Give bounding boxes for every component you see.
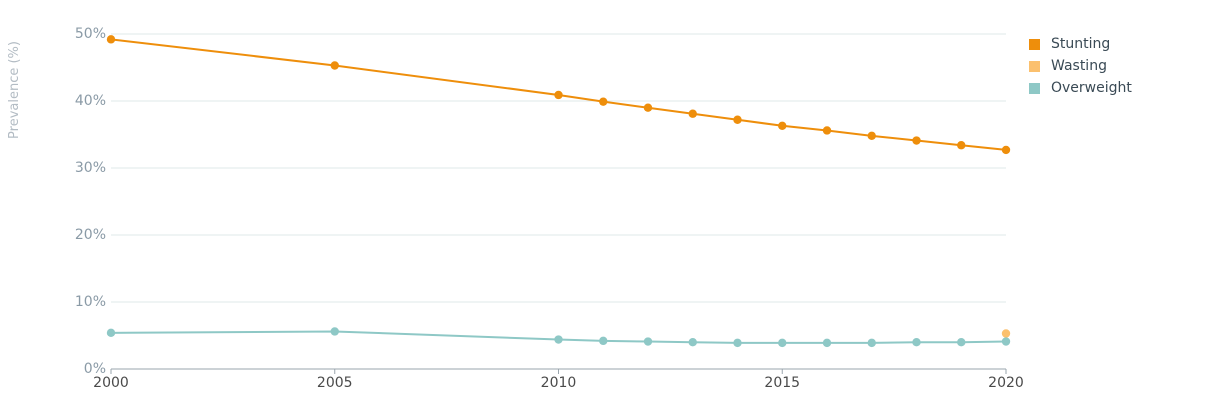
overweight-point[interactable] [643,337,653,346]
overweight-point[interactable] [822,338,832,348]
overweight-point[interactable] [733,338,742,348]
legend: Stunting Wasting Overweight [1029,33,1132,99]
legend-label: Overweight [1051,80,1132,96]
stunting-point[interactable] [733,115,742,124]
overweight-point[interactable] [1001,337,1011,346]
legend-item-wasting[interactable]: Wasting [1029,55,1132,77]
series-overweight [106,327,1011,348]
legend-label: Stunting [1051,36,1111,52]
stunting-point[interactable] [822,126,832,135]
overweight-point[interactable] [554,335,563,344]
stunting-point[interactable] [554,90,563,100]
x-axis: 2000 2005 2010 2015 2020 [93,368,1024,391]
y-tick-label: 20% [75,227,106,243]
x-tick-label: 2005 [317,375,353,391]
wasting-point[interactable] [1001,329,1011,338]
x-tick-label: 2000 [93,375,129,391]
x-tick-label: 2020 [988,375,1024,391]
overweight-point[interactable] [867,338,876,348]
legend-swatch [1029,82,1040,94]
stunting-point[interactable] [867,131,876,141]
stunting-point[interactable] [330,61,339,70]
overweight-point[interactable] [688,338,697,347]
overweight-point[interactable] [330,327,339,336]
legend-item-overweight[interactable]: Overweight [1029,77,1132,99]
legend-label: Wasting [1051,58,1107,74]
stunting-point[interactable] [599,97,608,106]
y-tick-label: 50% [75,26,106,42]
stunting-point[interactable] [643,103,653,112]
legend-item-stunting[interactable]: Stunting [1029,33,1132,55]
stunting-point[interactable] [778,121,787,130]
y-tick-label: 10% [75,294,106,310]
y-tick-label: 40% [75,93,106,109]
stunting-point[interactable] [912,136,921,145]
y-axis-ticks: 0% 10% 20% 30% 40% 50% [75,26,106,377]
legend-swatch [1029,38,1040,50]
overweight-point[interactable] [778,338,787,348]
series-wasting [1001,329,1011,338]
x-tick-label: 2010 [541,375,577,391]
overweight-point[interactable] [599,336,608,346]
stunting-point[interactable] [106,35,116,44]
series-lines [106,35,1011,348]
legend-swatch [1029,60,1040,72]
y-tick-label: 0% [84,361,106,377]
overweight-point[interactable] [957,338,966,347]
overweight-point[interactable] [106,328,116,338]
overweight-point[interactable] [912,338,921,347]
grid-lines [111,33,1006,303]
series-stunting [106,35,1011,155]
stunting-point[interactable] [957,141,966,150]
stunting-point[interactable] [1001,145,1011,155]
y-axis-label: Prevalence (%) [7,41,22,139]
stunting-point[interactable] [688,109,697,118]
x-tick-label: 2015 [764,375,800,391]
y-tick-label: 30% [75,160,106,176]
